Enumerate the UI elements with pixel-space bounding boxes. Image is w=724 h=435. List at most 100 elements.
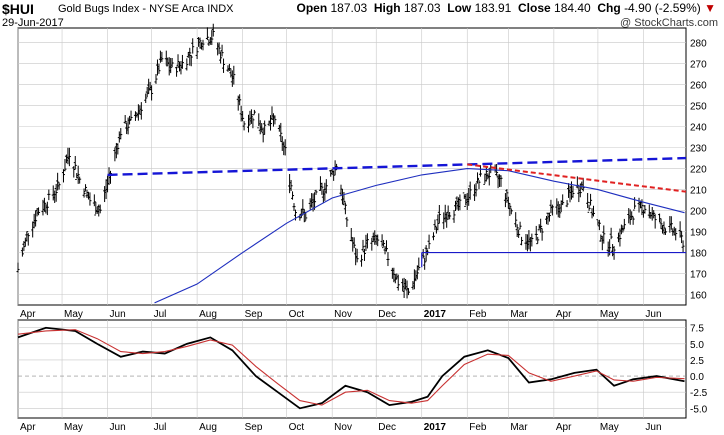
- x-tick-label: May: [600, 422, 619, 433]
- price-bar: [198, 37, 202, 49]
- price-y-tick-label: 200: [690, 207, 707, 218]
- price-bar: [144, 93, 148, 103]
- price-bar: [360, 254, 364, 267]
- price-bar: [269, 115, 273, 131]
- trendline-lower-resistance: [467, 163, 687, 193]
- price-bar: [618, 228, 622, 247]
- x-tick-label: Mar: [510, 309, 528, 320]
- chg-label: Chg: [597, 1, 621, 15]
- price-bar: [16, 262, 20, 273]
- price-bar: [205, 27, 209, 41]
- price-bar: [291, 191, 295, 200]
- x-tick-label: Apr: [20, 422, 36, 433]
- price-bar: [123, 115, 127, 124]
- price-bar: [189, 52, 193, 67]
- x-tick-label: Sep: [245, 422, 263, 433]
- x-tick-label: 2017: [424, 309, 447, 320]
- price-bar: [561, 194, 565, 206]
- price-bar: [423, 257, 427, 270]
- price-bar: [222, 58, 226, 73]
- price-bar: [365, 233, 369, 249]
- x-tick-label: May: [64, 422, 83, 433]
- x-tick-label: May: [64, 309, 83, 320]
- price-bar: [320, 182, 324, 195]
- price-bar: [448, 212, 452, 220]
- price-panel: 160 170 180 190 200 210 220 230 240 250 260 270 280: [16, 23, 707, 306]
- price-bar: [129, 110, 133, 121]
- price-bar: [170, 57, 174, 68]
- down-arrow-icon: ▼: [704, 1, 716, 15]
- price-bar: [252, 109, 256, 116]
- price-bar: [246, 114, 250, 133]
- price-bar: [26, 231, 30, 246]
- price-bar: [119, 128, 123, 140]
- price-bar: [279, 122, 283, 142]
- price-bar: [633, 197, 637, 211]
- price-bar: [681, 240, 685, 253]
- price-bar: [72, 166, 76, 178]
- x-tick-label: Apr: [556, 309, 572, 320]
- price-bar: [73, 155, 77, 170]
- x-tick-label: Jun: [645, 422, 661, 433]
- price-bar: [550, 204, 554, 216]
- symbol-label: $HUI: [2, 1, 34, 17]
- price-plot-frame: [17, 27, 687, 306]
- signal-line: [17, 329, 685, 406]
- price-bar: [361, 239, 365, 252]
- price-bar: [116, 143, 120, 155]
- price-bar: [304, 211, 308, 222]
- low-label: Low: [447, 1, 472, 15]
- price-bar: [82, 188, 86, 198]
- price-y-tick-label: 210: [690, 186, 707, 197]
- price-bar: [586, 192, 590, 209]
- x-tick-label: Dec: [378, 422, 396, 433]
- price-bar: [76, 165, 80, 184]
- price-bar: [108, 170, 112, 184]
- price-bar: [376, 234, 380, 247]
- price-bar: [92, 194, 96, 207]
- price-bar: [273, 115, 277, 125]
- price-bar: [176, 54, 180, 69]
- moving-average-line: [154, 168, 685, 304]
- price-bar: [386, 252, 390, 267]
- index-name-text: Gold Bugs Index - NYSE Arca: [58, 3, 205, 15]
- price-bar: [98, 204, 102, 214]
- price-y-tick-label: 160: [690, 291, 707, 302]
- price-bar: [417, 257, 421, 271]
- price-bar: [251, 116, 255, 129]
- price-bar: [547, 212, 551, 222]
- price-bar: [452, 209, 456, 223]
- close-value: 184.40: [554, 1, 591, 15]
- x-tick-label: Jun: [110, 309, 126, 320]
- x-axis-price: Apr May Jun Jul Aug Sep Oct Nov Dec 2017 Feb Mar Apr…: [20, 309, 662, 320]
- price-bar: [355, 248, 359, 263]
- price-bar: [67, 147, 71, 167]
- price-bar: [622, 218, 626, 230]
- price-bar: [63, 159, 67, 172]
- price-bar: [674, 228, 678, 241]
- price-bar: [427, 234, 431, 249]
- x-tick-label: Jul: [154, 309, 167, 320]
- price-bar: [565, 200, 569, 208]
- index-name: Gold Bugs Index - NYSE Arca INDX: [58, 3, 233, 15]
- macd-line: [17, 326, 685, 410]
- trendline-upper-resistance: [107, 156, 687, 177]
- price-bar: [652, 210, 656, 219]
- x-tick-label: Apr: [556, 422, 572, 433]
- price-bar: [20, 247, 24, 257]
- price-bar: [476, 172, 480, 184]
- price-y-tick-label: 250: [690, 102, 707, 113]
- price-bar: [34, 210, 38, 227]
- price-bar: [643, 204, 647, 214]
- price-bar: [242, 121, 246, 131]
- price-bar: [571, 185, 575, 198]
- quote-summary: Open 187.03 High 187.03 Low 183.91 Close…: [296, 1, 716, 15]
- exchange-label: INDX: [207, 3, 234, 15]
- price-bar: [539, 218, 543, 233]
- open-value: 187.03: [330, 1, 368, 15]
- price-bar: [518, 221, 522, 230]
- price-bar: [581, 177, 585, 192]
- price-bar: [241, 110, 245, 122]
- price-bar: [88, 192, 92, 206]
